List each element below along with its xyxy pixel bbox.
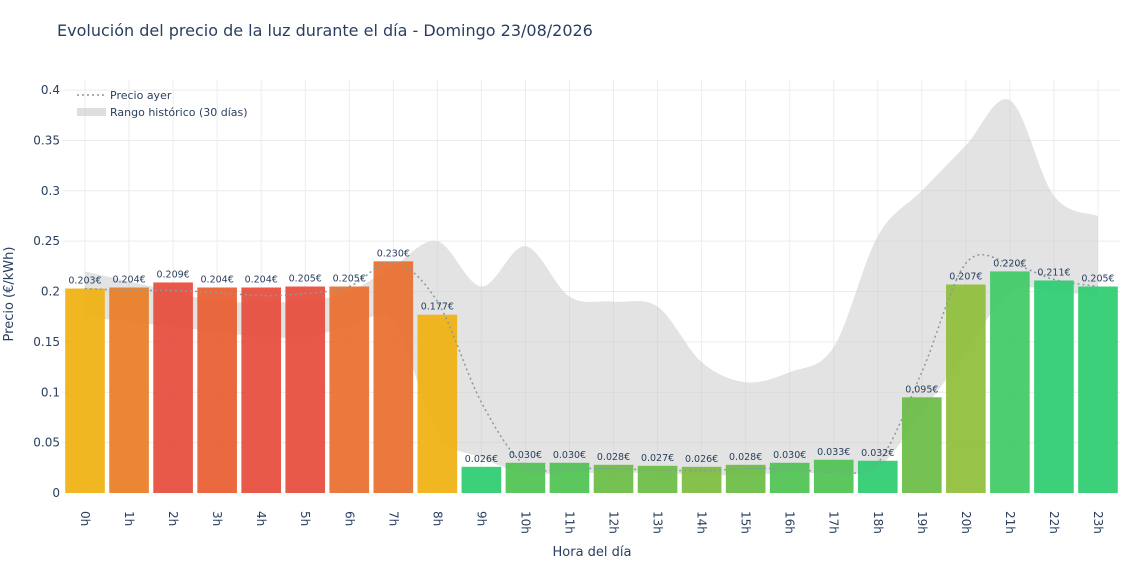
bar-17h — [813, 459, 854, 493]
bar-9h — [461, 466, 502, 493]
x-tick-label: 21h — [1003, 511, 1017, 534]
bar-value-label: 0.030€ — [773, 450, 806, 461]
bar-1h — [109, 287, 149, 493]
x-tick-label: 17h — [827, 511, 841, 534]
x-tick-label: 7h — [386, 511, 400, 526]
bar-7h — [373, 261, 414, 493]
bar-value-label: 0.204€ — [245, 275, 278, 286]
x-tick-label: 13h — [651, 511, 665, 534]
historical-range-band — [85, 98, 1098, 476]
bar-value-label: 0.027€ — [641, 453, 674, 464]
bar-value-label: 0.204€ — [201, 275, 234, 286]
bar-value-label: 0.028€ — [729, 452, 762, 463]
bar-2h — [153, 282, 193, 493]
bar-value-label: 0.030€ — [509, 450, 542, 461]
x-tick-label: 8h — [430, 511, 444, 526]
bar-3h — [197, 287, 237, 493]
legend-item-range: Rango histórico (30 días) — [110, 106, 248, 119]
legend[interactable]: Precio ayer Rango histórico (30 días) — [77, 89, 248, 119]
bar-value-label: 0.205€ — [1081, 274, 1114, 285]
x-tick-label: 0h — [78, 511, 92, 526]
x-tick-label: 12h — [607, 511, 621, 534]
bar-8h — [417, 314, 458, 493]
bar-value-label: 0.209€ — [156, 269, 189, 280]
bar-4h — [241, 287, 282, 493]
x-tick-label: 11h — [562, 511, 576, 534]
bar-19h — [901, 397, 942, 493]
x-tick-label: 1h — [122, 511, 136, 526]
bars-group — [65, 261, 1118, 493]
bar-value-label: 0.177€ — [421, 302, 454, 313]
legend-band-swatch — [77, 108, 106, 116]
bar-value-label: 0.032€ — [861, 448, 894, 459]
bar-labels-group: 0.203€ 0.204€ 0.209€ 0.204€ 0.204€ 0.205€ 0.20… — [68, 248, 1114, 464]
x-tick-label: 14h — [695, 511, 709, 534]
bar-0h — [65, 288, 105, 493]
bar-value-label: 0.204€ — [112, 275, 145, 286]
bar-18h — [857, 460, 898, 493]
axes-group: 0 0.05 0.1 0.15 0.2 0.25 0.3 0.35 0.4 0h 1h 2h 3h 4h 5… — [33, 83, 1105, 534]
y-axis-title: Precio (€/kWh) — [2, 247, 17, 342]
bar-value-label: 0.095€ — [905, 384, 938, 395]
bar-23h — [1078, 286, 1118, 493]
bar-22h — [1034, 280, 1074, 493]
x-tick-label: 9h — [474, 511, 488, 526]
y-tick-label: 0.3 — [41, 184, 60, 198]
bar-value-label: 0.030€ — [553, 450, 586, 461]
bar-value-label: 0.026€ — [465, 454, 498, 465]
y-tick-label: 0 — [52, 486, 60, 500]
bar-14h — [681, 466, 722, 493]
y-tick-label: 0.05 — [33, 436, 60, 450]
y-tick-label: 0.35 — [33, 133, 60, 147]
bar-12h — [593, 464, 634, 493]
bar-value-label: 0.211€ — [1037, 267, 1070, 278]
bar-value-label: 0.033€ — [817, 447, 850, 458]
x-tick-label: 5h — [298, 511, 312, 526]
y-tick-label: 0.15 — [33, 335, 60, 349]
bar-value-label: 0.230€ — [377, 248, 410, 259]
bar-value-label: 0.205€ — [333, 274, 366, 285]
x-tick-label: 6h — [342, 511, 356, 526]
x-tick-label: 22h — [1047, 511, 1061, 534]
historical-range-area — [85, 98, 1098, 476]
x-tick-label: 20h — [959, 511, 973, 534]
x-tick-label: 18h — [871, 511, 885, 534]
bar-20h — [946, 284, 986, 493]
y-tick-label: 0.4 — [41, 83, 60, 97]
bar-value-label: 0.203€ — [68, 276, 101, 287]
y-tick-label: 0.2 — [41, 285, 60, 299]
bar-16h — [769, 462, 810, 493]
x-tick-label: 3h — [210, 511, 224, 526]
bar-value-label: 0.026€ — [685, 454, 718, 465]
bar-5h — [285, 286, 326, 493]
y-tick-label: 0.1 — [41, 385, 60, 399]
bar-21h — [990, 271, 1030, 493]
bar-10h — [505, 462, 546, 493]
yesterday-line-group — [84, 253, 1099, 474]
x-axis-title: Hora del día — [553, 545, 632, 560]
chart-title: Evolución del precio de la luz durante e… — [57, 21, 593, 40]
x-tick-label: 4h — [254, 511, 268, 526]
bar-6h — [329, 286, 370, 493]
x-tick-label: 2h — [166, 511, 180, 526]
y-tick-label: 0.25 — [33, 234, 60, 248]
bar-value-label: 0.220€ — [993, 258, 1026, 269]
yesterday-price-line — [84, 253, 1099, 474]
bar-value-label: 0.205€ — [289, 274, 322, 285]
x-tick-label: 16h — [783, 511, 797, 534]
x-tick-label: 23h — [1091, 511, 1105, 534]
x-tick-label: 10h — [518, 511, 532, 534]
legend-item-yesterday: Precio ayer — [110, 89, 172, 102]
x-tick-label: 15h — [739, 511, 753, 534]
bar-13h — [637, 465, 678, 493]
bar-value-label: 0.207€ — [949, 271, 982, 282]
bar-value-label: 0.028€ — [597, 452, 630, 463]
x-tick-label: 19h — [915, 511, 929, 534]
